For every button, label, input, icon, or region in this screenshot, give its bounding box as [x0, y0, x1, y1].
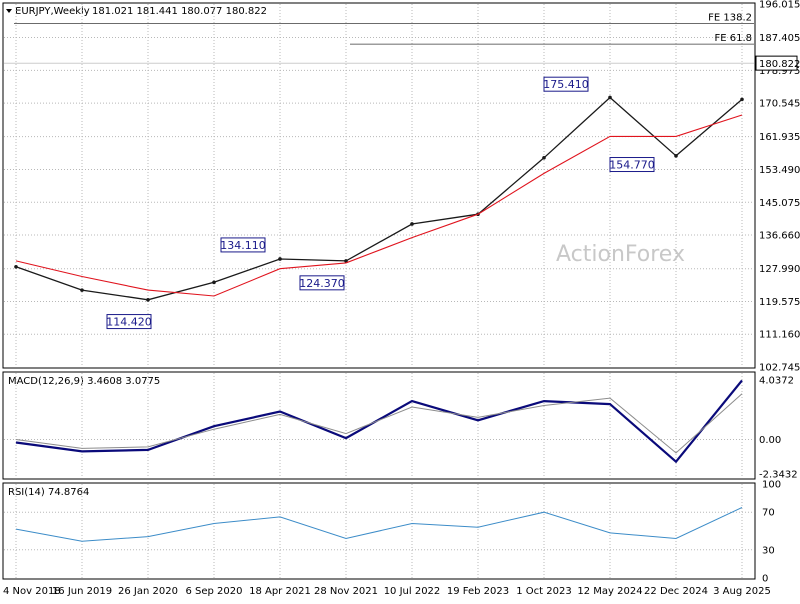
x-tick-label: 3 Aug 2025: [713, 586, 771, 597]
watermark: ActionForex: [556, 242, 685, 267]
macd-y-tick: 0.00: [759, 435, 781, 446]
rsi-y-tick: 70: [762, 508, 775, 519]
x-tick-label: 12 May 2024: [577, 586, 642, 597]
price-grid: [4, 4, 754, 367]
price-point: [674, 154, 678, 158]
price-y-tick: 161.935: [759, 132, 800, 143]
annotation-box: [543, 76, 589, 92]
x-tick-label: 26 Jan 2020: [118, 586, 178, 597]
price-y-tick: 136.660: [759, 231, 800, 242]
annotation-label: 134.110: [220, 239, 266, 252]
rsi-panel-frame[interactable]: [2, 482, 756, 580]
header: EURJPY,Weekly 181.021 181.441 180.077 18…: [6, 6, 267, 17]
price-point: [344, 259, 348, 263]
x-tick-label: 19 Feb 2023: [447, 586, 509, 597]
price-point: [608, 95, 612, 100]
rsi-y-tick: 30: [762, 545, 775, 556]
price-y-tick: 178.975: [759, 66, 800, 77]
x-tick-label: 4 Nov 2018: [3, 586, 61, 597]
macd-panel-frame[interactable]: [2, 371, 756, 480]
price-y-tick: 111.160: [759, 330, 800, 341]
price-point: [278, 257, 282, 261]
price-y-tick: 145.075: [759, 198, 800, 209]
price-y-tick: 102.745: [759, 363, 800, 374]
x-tick-label: 6 Sep 2020: [185, 586, 242, 597]
x-tick-label: 28 Nov 2021: [314, 586, 378, 597]
header-symbol: EURJPY,Weekly: [15, 6, 90, 17]
price-annotations: FE 138.2 FE 61.8 175.410 154.770 134.110 124.…: [4, 13, 800, 330]
fe-level-label: FE 61.8: [714, 33, 752, 44]
fe-level-label: FE 138.2: [708, 13, 752, 24]
rsi-layer: 100 70 30 0: [4, 480, 781, 585]
last-price-label: 180.822: [759, 59, 800, 70]
annotation-box: [220, 237, 266, 253]
rsi-y-tick: 100: [762, 480, 781, 491]
x-tick-label: 18 Apr 2021: [249, 586, 311, 597]
annotation-label: 124.370: [299, 277, 345, 290]
annotation-label: 114.420: [106, 316, 152, 329]
price-y-tick: 119.575: [759, 297, 800, 308]
last-price-box: [755, 55, 798, 71]
rsi-series-0: [15, 507, 743, 542]
price-y-tick: 196.015: [759, 0, 800, 11]
price-point: [14, 264, 18, 269]
x-tick-label: 1 Oct 2023: [516, 586, 571, 597]
x-tick-label: 10 Jul 2022: [384, 586, 441, 597]
annotation-box: [299, 275, 345, 291]
dropdown-triangle-icon[interactable]: [6, 9, 12, 13]
price-point: [146, 298, 150, 302]
macd-series-1: [15, 393, 743, 454]
price-point: [80, 288, 84, 292]
price-point: [212, 280, 216, 285]
price-series-0: [15, 96, 743, 301]
annotation-label: 175.410: [543, 78, 589, 91]
price-y-tick: 127.990: [759, 264, 800, 275]
price-point: [410, 222, 414, 226]
price-point: [542, 155, 546, 160]
header-ohlc: 181.021 181.441 180.077 180.822: [92, 6, 267, 17]
macd-title: MACD(12,26,9) 3.4608 3.0775: [8, 376, 160, 387]
price-y-axis: 196.015 187.405 178.975 170.545 161.935 153.4…: [759, 0, 800, 374]
macd-series-0: [15, 379, 743, 464]
price-panel-frame[interactable]: [2, 2, 756, 369]
price-series-1: [15, 114, 743, 297]
price-point: [740, 97, 744, 102]
rsi-title: RSI(14) 74.8764: [8, 487, 89, 498]
price-lines: [14, 95, 744, 302]
rsi-y-tick: 0: [762, 574, 768, 585]
x-tick-label: 22 Dec 2024: [644, 586, 708, 597]
annotation-label: 154.770: [609, 159, 655, 172]
price-y-tick: 187.405: [759, 33, 800, 44]
price-y-tick: 153.490: [759, 165, 800, 176]
macd-y-tick: 4.0372: [759, 375, 794, 386]
annotation-box: [609, 157, 655, 173]
price-y-tick: 170.545: [759, 99, 800, 110]
macd-layer: 4.0372 0.00 -2.3432: [4, 375, 798, 481]
annotation-box: [106, 314, 152, 330]
x-tick-label: 16 Jun 2019: [52, 586, 112, 597]
macd-y-tick: -2.3432: [759, 470, 798, 481]
